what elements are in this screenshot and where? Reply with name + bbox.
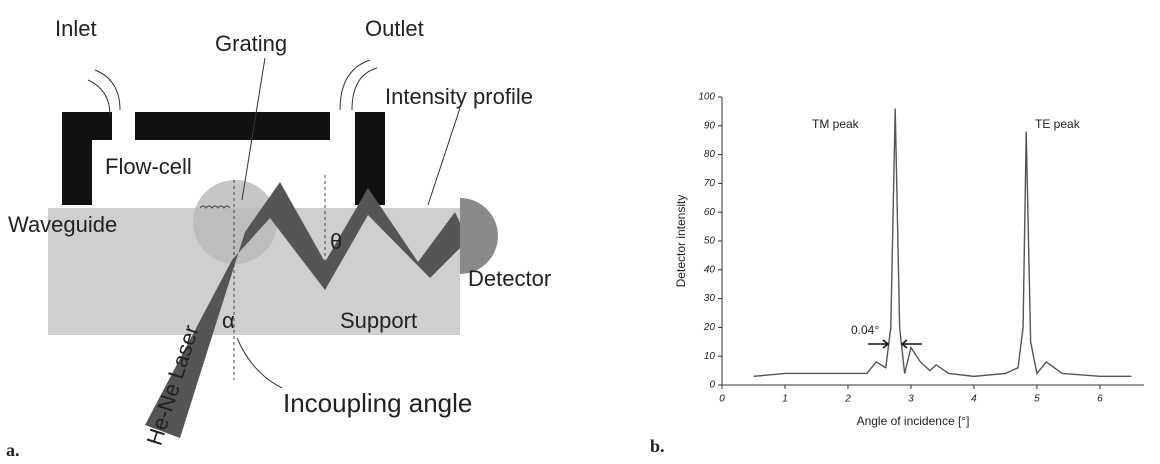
annotation-arrow [868, 340, 888, 348]
profile-pointer [428, 108, 460, 205]
chart: 0 10 20 30 40 50 60 70 80 90 100 0 1 2 3 4 5 6 Angle of in… [674, 92, 1144, 429]
annotation: TE peak [1035, 117, 1081, 131]
label: Grating [215, 31, 287, 56]
y-tick-label: 100 [698, 92, 715, 103]
label: Flow-cell [105, 154, 192, 179]
x-tick-label: 1 [782, 394, 788, 405]
label: Outlet [365, 16, 424, 41]
x-tick-label: 2 [844, 394, 851, 405]
annotation: TM peak [812, 117, 860, 131]
label: Support [340, 308, 417, 333]
annotation-arrow [902, 340, 922, 348]
angle-pointer [237, 338, 282, 388]
x-tick-label: 6 [1097, 394, 1103, 405]
label: Waveguide [8, 212, 117, 237]
label: α [222, 308, 235, 333]
x-tick-label: 5 [1034, 394, 1040, 405]
x-tick-label: 4 [971, 394, 977, 405]
flow-cell-wall [135, 112, 330, 140]
y-tick-label: 50 [704, 236, 716, 247]
y-tick-label: 40 [704, 264, 716, 275]
y-tick-label: 80 [704, 149, 716, 160]
figure: Inlet Outlet Grating Intensity profile F… [0, 0, 1160, 459]
x-tick-label: 3 [908, 394, 914, 405]
y-tick-label: 20 [703, 322, 716, 333]
outlet-arrow [340, 60, 377, 110]
label: Inlet [55, 16, 97, 41]
y-tick-label: 90 [704, 120, 716, 131]
data-line [753, 109, 1131, 377]
label: θ [330, 229, 342, 254]
label: Detector [468, 266, 551, 291]
x-tick-label: 0 [719, 394, 725, 405]
label: Incoupling angle [283, 388, 472, 418]
y-tick-label: 70 [704, 178, 716, 189]
panel-label: b. [650, 436, 665, 456]
diagram: Inlet Outlet Grating Intensity profile F… [6, 16, 551, 459]
y-tick-label: 0 [709, 380, 715, 391]
y-axis-label: Detector intensity [674, 195, 688, 288]
panel-label: a. [6, 440, 20, 459]
y-tick-label: 10 [704, 351, 716, 362]
y-tick-label: 30 [704, 293, 716, 304]
label: Intensity profile [385, 84, 533, 109]
x-axis-label: Angle of incidence [°] [857, 414, 970, 428]
y-tick-label: 60 [704, 207, 716, 218]
inlet-arrow [88, 70, 120, 115]
detector-shape [460, 198, 498, 274]
annotation: 0.04° [851, 323, 879, 337]
